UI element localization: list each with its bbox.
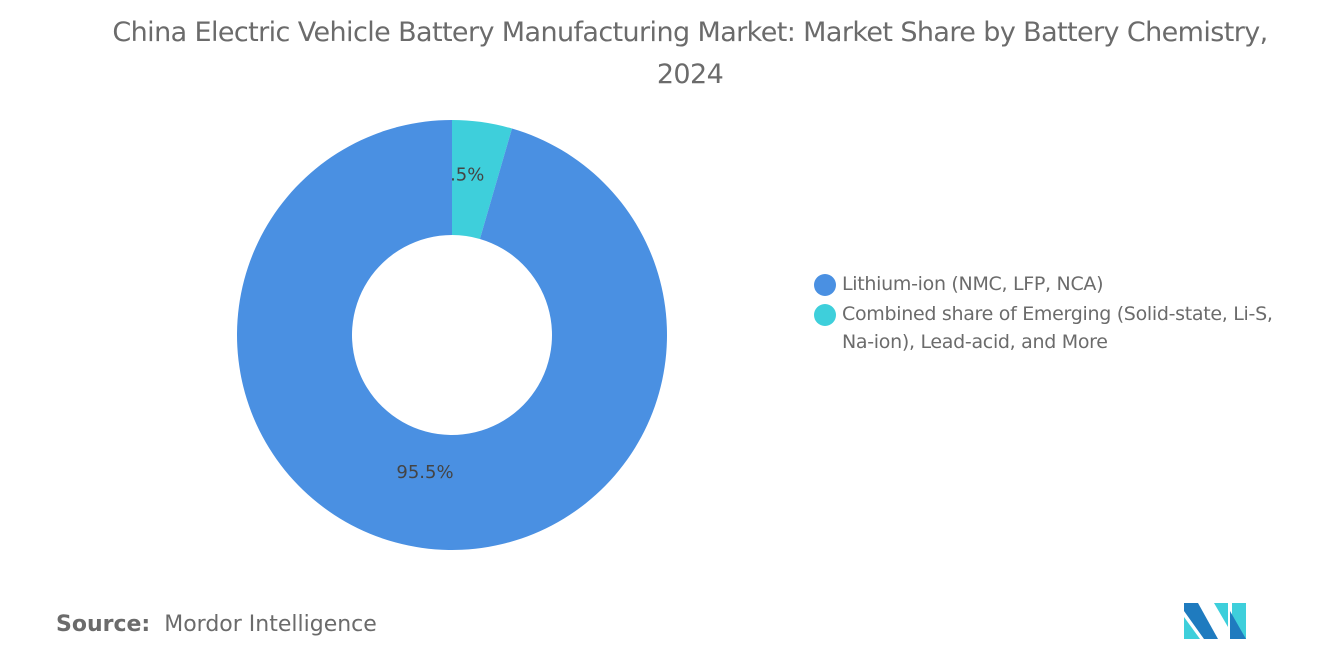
legend: Lithium-ion (NMC, LFP, NCA) Combined sha… <box>814 270 1294 358</box>
legend-label: Lithium-ion (NMC, LFP, NCA) <box>842 273 1104 295</box>
donut-slice[interactable] <box>452 120 512 239</box>
mordor-intelligence-logo <box>1184 603 1246 639</box>
legend-swatch <box>814 274 836 296</box>
source-note: Source: Mordor Intelligence <box>56 612 377 637</box>
legend-label: Combined share of Emerging (Solid-state,… <box>842 303 1273 353</box>
legend-item-lithium-ion[interactable]: Lithium-ion (NMC, LFP, NCA) <box>814 270 1294 298</box>
chart-title: China Electric Vehicle Battery Manufactu… <box>112 17 1268 90</box>
source-value: Mordor Intelligence <box>164 612 377 637</box>
donut-slice[interactable] <box>237 120 668 550</box>
legend-item-emerging[interactable]: Combined share of Emerging (Solid-state,… <box>814 300 1294 356</box>
data-label: 95.5% <box>396 462 453 483</box>
source-label: Source: <box>56 612 151 637</box>
legend-swatch <box>814 304 836 326</box>
